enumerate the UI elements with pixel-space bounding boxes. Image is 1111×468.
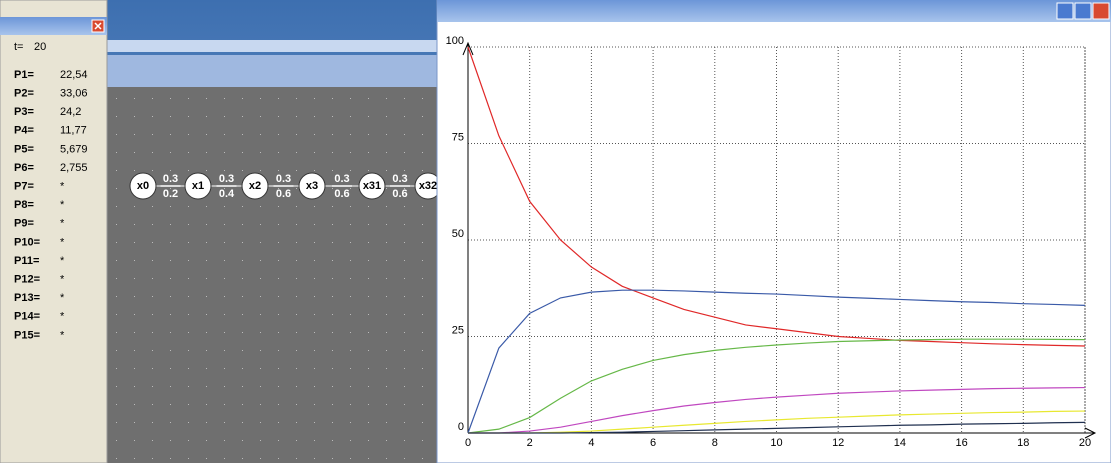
row-label: P6= (14, 162, 34, 174)
row-label: P14= (14, 311, 40, 323)
row-value: * (60, 255, 65, 267)
row-value: * (60, 218, 65, 230)
row-value: 5,679 (60, 143, 88, 155)
x-tick-label: 12 (832, 437, 844, 449)
row-label: P10= (14, 236, 40, 248)
row-value: * (60, 236, 65, 248)
t-value: 20 (34, 41, 46, 53)
edge-top: 0.3 (334, 173, 349, 185)
x-tick-label: 20 (1079, 437, 1091, 449)
node-label: x1 (192, 180, 204, 192)
row-value: 2,755 (60, 162, 88, 174)
toolbar (107, 55, 437, 87)
node: x3 (299, 173, 325, 199)
x-tick-label: 6 (650, 437, 656, 449)
y-tick-label: 100 (446, 35, 464, 47)
y-tick-label: 0 (458, 421, 464, 433)
close-button[interactable] (1093, 3, 1109, 19)
row-value: * (60, 274, 65, 286)
edge-bottom: 0.6 (334, 188, 349, 200)
edge-top: 0.3 (219, 173, 234, 185)
y-tick-label: 75 (452, 131, 464, 143)
row-label: P11= (14, 255, 39, 267)
diagram-canvas (107, 87, 437, 463)
x-tick-label: 16 (955, 437, 967, 449)
node: x31 (359, 173, 385, 199)
screen: 0.3 0.2 0.3 0.4 0.3 0.6 0.3 0.6 0.3 0.6 x0 x1 x2 x3 x3… (0, 0, 1111, 463)
maximize-button[interactable] (1075, 3, 1091, 19)
row-label: P5= (14, 143, 34, 155)
row-value: 22,54 (60, 69, 88, 81)
row-label: P4= (14, 125, 34, 137)
node: x0 (130, 173, 156, 199)
x-tick-label: 2 (527, 437, 533, 449)
t-label: t= (14, 41, 23, 53)
row-value: * (60, 292, 65, 304)
node-label: x0 (137, 180, 149, 192)
edge-bottom: 0.4 (219, 188, 235, 200)
row-label: P3= (14, 106, 34, 118)
edge-bottom: 0.6 (276, 188, 291, 200)
edge-bottom: 0.2 (163, 188, 178, 200)
panel-titlebar (0, 17, 107, 35)
edge-top: 0.3 (276, 173, 291, 185)
node-label: x32 (419, 180, 437, 192)
diagram: 0.3 0.2 0.3 0.4 0.3 0.6 0.3 0.6 0.3 0.6 x0 x1 x2 x3 x3… (130, 173, 441, 200)
page: 0.3 0.2 0.3 0.4 0.3 0.6 0.3 0.6 0.3 0.6 x0 x1 x2 x3 x3… (0, 0, 1111, 463)
chart-titlebar (437, 0, 1111, 22)
row-label: P2= (14, 88, 34, 100)
edge-top: 0.3 (163, 173, 178, 185)
node-label: x31 (363, 180, 381, 192)
row-value: 24,2 (60, 106, 81, 118)
x-tick-label: 10 (770, 437, 782, 449)
edge-top: 0.3 (392, 173, 407, 185)
node: x1 (185, 173, 211, 199)
row-label: P7= (14, 181, 34, 193)
x-tick-label: 8 (712, 437, 718, 449)
y-tick-label: 25 (452, 324, 464, 336)
row-label: P9= (14, 218, 34, 230)
edge-bottom: 0.6 (392, 188, 407, 200)
row-value: * (60, 329, 65, 341)
x-tick-label: 4 (588, 437, 594, 449)
row-label: P13= (14, 292, 40, 304)
x-tick-label: 14 (894, 437, 906, 449)
row-value: 33,06 (60, 88, 88, 100)
row-value: * (60, 199, 65, 211)
y-tick-label: 50 (452, 228, 464, 240)
row-label: P8= (14, 199, 34, 211)
row-label: P12= (14, 274, 40, 286)
x-tick-label: 0 (465, 437, 471, 449)
node: x2 (242, 173, 268, 199)
x-tick-label: 18 (1017, 437, 1029, 449)
row-label: P1= (14, 69, 34, 81)
chart-window (437, 0, 1111, 463)
node-label: x3 (306, 180, 318, 192)
row-value: * (60, 181, 65, 193)
row-value: 11,77 (60, 125, 87, 137)
node-label: x2 (249, 180, 261, 192)
minimize-button[interactable] (1057, 3, 1073, 19)
row-value: * (60, 311, 65, 323)
row-label: P15= (14, 329, 40, 341)
strip (107, 40, 437, 52)
